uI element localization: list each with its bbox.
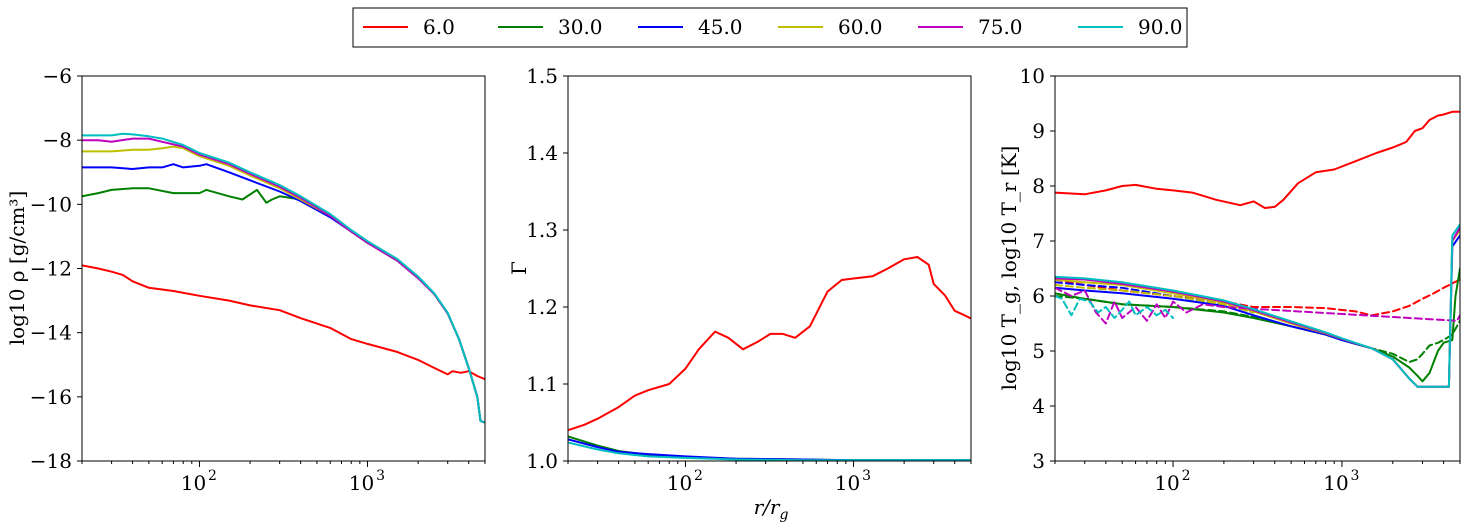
legend-entry: 90.0: [1078, 15, 1183, 39]
y-tick-label: 9: [1032, 119, 1045, 143]
legend-frame: [352, 7, 1188, 48]
y-tick-label: 1.3: [526, 218, 558, 242]
series-line-solid: [82, 264, 485, 381]
y-tick-label: 10: [1020, 64, 1045, 88]
series-line-solid: [568, 441, 971, 461]
y-axis-label: log10 ρ [g/cm³]: [5, 191, 29, 346]
series-line-solid: [82, 187, 485, 424]
y-tick-label: 3: [1032, 449, 1045, 473]
legend-label: 6.0: [423, 15, 455, 39]
x-tick-exponent: 2: [1182, 468, 1191, 484]
y-tick-label: 7: [1032, 229, 1045, 253]
series-line-dashed: [1055, 284, 1255, 314]
y-tick-label: 1.2: [526, 295, 558, 319]
series-line-solid: [1055, 223, 1460, 388]
x-tick-label: 10: [1154, 471, 1179, 495]
series-line-solid: [568, 438, 971, 461]
shared-xlabel: r/rg: [754, 495, 789, 523]
legend-label: 75.0: [978, 15, 1023, 39]
x-tick-exponent: 3: [376, 468, 385, 484]
y-tick-label: −6: [43, 64, 72, 88]
x-axis-label: r/rg: [754, 495, 789, 523]
y-tick-label: 1.4: [526, 141, 558, 165]
series-group: [568, 256, 971, 461]
series-line-solid: [1055, 110, 1460, 209]
x-tick-label: 10: [349, 471, 374, 495]
panel-2: 1.01.11.21.31.41.510 2 10 3: [526, 64, 972, 495]
legend-entry: 75.0: [918, 15, 1023, 39]
legend-entry: 60.0: [778, 15, 883, 39]
x-tick-exponent: 3: [1350, 468, 1359, 484]
legend-label: 60.0: [838, 15, 883, 39]
x-tick-label: 10: [667, 471, 692, 495]
y-axis-label: Γ: [507, 261, 531, 275]
y-tick-label: 4: [1032, 394, 1045, 418]
series-group: [82, 132, 485, 424]
legend-entry: 6.0: [363, 15, 455, 39]
y-tick-label: −18: [30, 449, 72, 473]
axes-frame: [567, 75, 972, 462]
y-tick-label: −12: [30, 257, 72, 281]
y-tick-label: −8: [43, 128, 72, 152]
y-axis-label: log10 T_g, log10 T_r [K]: [997, 146, 1021, 391]
series-line-dashed: [1055, 295, 1175, 319]
y-tick-label: 1.0: [526, 449, 558, 473]
x-tick-label: 10: [181, 471, 206, 495]
y-tick-label: 1.1: [526, 372, 558, 396]
legend-label: 45.0: [698, 15, 743, 39]
y-tick-label: 1.5: [526, 64, 558, 88]
axes-frame: [1054, 75, 1461, 462]
y-tick-label: −10: [30, 192, 72, 216]
y-tick-label: 5: [1032, 339, 1045, 363]
legend-entry: 30.0: [498, 15, 603, 39]
legend: 6.0 30.0 45.0 60.0 75.0 90.0: [352, 7, 1188, 48]
x-tick-exponent: 2: [208, 468, 217, 484]
x-tick-exponent: 3: [862, 468, 871, 484]
legend-entry: 45.0: [638, 15, 743, 39]
series-line-solid: [568, 435, 971, 461]
series-line-solid: [82, 137, 485, 424]
x-tick-label: 10: [1323, 471, 1348, 495]
y-tick-label: 8: [1032, 174, 1045, 198]
axes-frame: [81, 75, 486, 462]
y-tick-label: −14: [30, 321, 72, 345]
y-tick-label: −16: [30, 385, 72, 409]
legend-label: 30.0: [558, 15, 603, 39]
y-tick-label: 6: [1032, 284, 1045, 308]
panel-1: −18−16−14−12−10−8−610 2 10 3: [30, 64, 486, 495]
series-line-solid: [82, 132, 485, 424]
series-line-solid: [82, 163, 485, 424]
x-tick-label: 10: [835, 471, 860, 495]
legend-label: 90.0: [1138, 15, 1183, 39]
x-tick-exponent: 2: [694, 468, 703, 484]
series-line-solid: [568, 256, 971, 432]
series-group: [1055, 110, 1460, 388]
